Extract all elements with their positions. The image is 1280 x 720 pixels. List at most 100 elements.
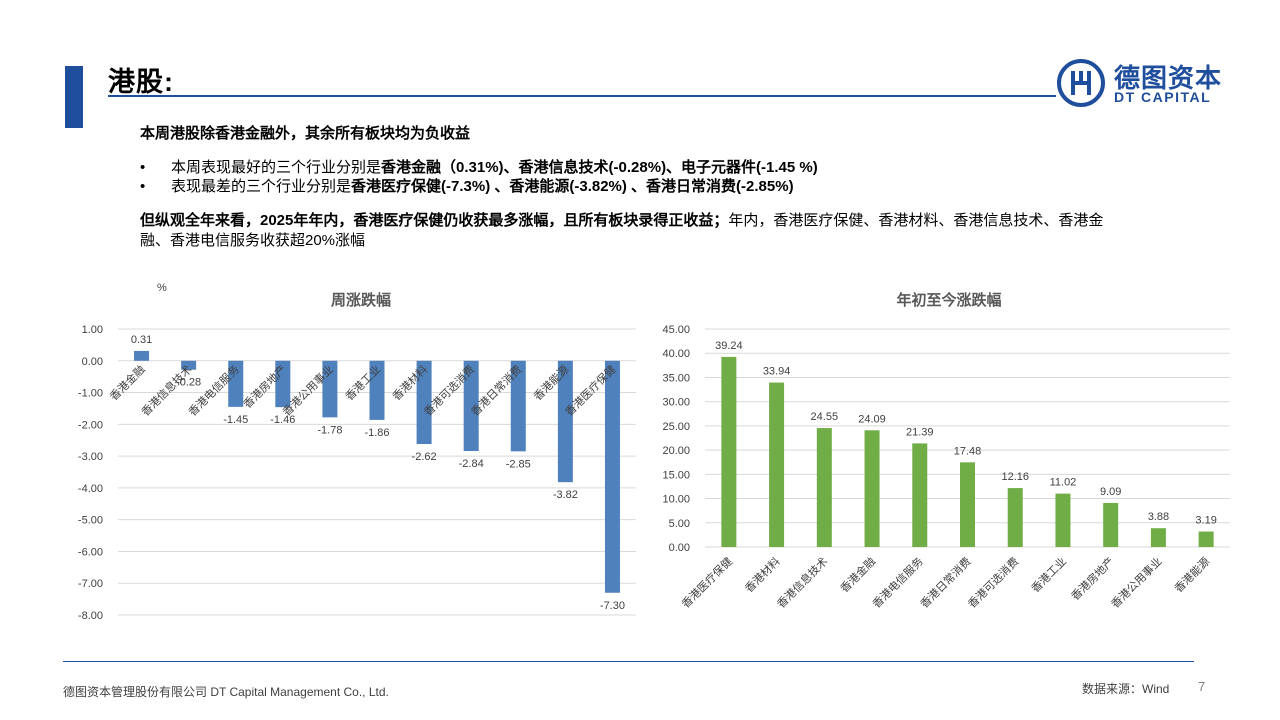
data-label: 21.39: [906, 426, 934, 438]
bar: [463, 360, 479, 452]
bullet-emphasis: 香港金融（0.31%)、香港信息技术(-0.28%)、电子元器件(-1.45 %…: [381, 159, 818, 176]
paragraph-text: 年内，香港医疗保健、香港材料、香港信息技术、香港金融、香港电信服务收获超20%涨…: [140, 212, 1104, 249]
bar: [1055, 493, 1071, 547]
data-label: 24.09: [858, 413, 886, 425]
y-tick-label: -5.00: [78, 515, 103, 527]
summary-paragraph: 但纵观全年来看，2025年年内，香港医疗保健仍收获最多涨幅，且所有板块录得正收益…: [140, 211, 1120, 251]
y-tick-label: 30.00: [662, 397, 690, 409]
y-tick-label: 10.00: [662, 494, 690, 506]
y-axis-unit: %: [157, 282, 167, 294]
bullet-emphasis: 香港医疗保健(-7.3%) 、香港能源(-3.82%) 、香港日常消费(-2.8…: [351, 178, 794, 195]
data-label: -3.82: [553, 489, 578, 501]
data-label: -2.85: [506, 458, 531, 470]
data-label: 39.24: [715, 340, 743, 352]
y-tick-label: 15.00: [662, 469, 690, 481]
category-label: 香港能源: [1171, 554, 1212, 595]
bar: [228, 360, 244, 407]
bullet-item: • 表现最差的三个行业分别是香港医疗保健(-7.3%) 、香港能源(-3.82%…: [140, 177, 1120, 196]
summary-bullets: • 本周表现最好的三个行业分别是香港金融（0.31%)、香港信息技术(-0.28…: [140, 158, 1120, 196]
data-label: -2.84: [459, 458, 484, 470]
y-tick-label: 0.00: [669, 542, 690, 554]
bar: [416, 360, 432, 445]
bar: [604, 360, 620, 593]
bar: [557, 360, 573, 483]
y-tick-label: 35.00: [662, 372, 690, 384]
y-tick-label: -4.00: [78, 483, 103, 495]
bar: [912, 443, 928, 547]
category-label: 香港医疗保健: [678, 554, 735, 611]
bar: [721, 356, 737, 547]
bullet-prefix: 本周表现最好的三个行业分别是: [171, 159, 382, 176]
data-label: -0.28: [176, 377, 201, 389]
y-tick-label: -1.00: [78, 388, 103, 400]
y-tick-label: -6.00: [78, 546, 103, 558]
logo-text-cn: 德图资本: [1114, 63, 1223, 93]
y-tick-label: 5.00: [669, 518, 690, 530]
page-title: 港股:: [108, 67, 174, 97]
y-tick-label: 25.00: [662, 421, 690, 433]
company-logo: 德图资本 DT CAPITAL: [1056, 58, 1226, 108]
bar: [1103, 502, 1119, 547]
dt-logo-icon: [1057, 59, 1105, 107]
data-label: 0.31: [131, 334, 152, 346]
bar: [816, 428, 832, 547]
title-accent-bar: [65, 66, 83, 128]
category-label: 香港可选消费: [965, 554, 1022, 611]
category-label: 香港金融: [107, 362, 148, 403]
data-label: -2.62: [412, 451, 437, 463]
paragraph-emphasis: 但纵观全年来看，2025年年内，香港医疗保健仍收获最多涨幅，且所有板块录得正收益…: [140, 212, 729, 229]
data-label: 24.55: [811, 411, 839, 423]
bar: [769, 382, 785, 547]
bullet-dot: •: [140, 178, 146, 195]
category-label: 香港材料: [742, 554, 783, 595]
data-label: 3.19: [1195, 515, 1216, 527]
y-tick-label: -8.00: [78, 610, 103, 622]
chart-title: 年初至今涨跌幅: [896, 291, 1001, 309]
logo-text-en: DT CAPITAL: [1114, 89, 1212, 105]
bar: [134, 350, 150, 361]
category-label: 香港信息技术: [774, 554, 831, 611]
data-label: -1.86: [364, 427, 389, 439]
y-tick-label: 40.00: [662, 348, 690, 360]
summary-section: 本周港股除香港金融外，其余所有板块均为负收益 • 本周表现最好的三个行业分别是香…: [140, 124, 1120, 251]
bar: [275, 360, 291, 408]
title-divider: [108, 95, 1056, 97]
data-label: -7.30: [600, 600, 625, 612]
data-label: 17.48: [954, 445, 982, 457]
bullet-dot: •: [140, 159, 146, 176]
bar: [322, 360, 338, 418]
y-tick-label: 20.00: [662, 445, 690, 457]
y-tick-label: 45.00: [662, 324, 690, 336]
category-label: 香港公用事业: [1109, 555, 1165, 611]
data-label: 9.09: [1100, 486, 1121, 498]
bar: [1198, 531, 1214, 547]
data-label: -1.46: [270, 414, 295, 426]
ytd-change-chart-svg: 年初至今涨跌幅 45.00 40.00 35.00 30.00 25.00 20.00 15.…: [662, 291, 1230, 611]
bar: [864, 430, 880, 547]
bullet-prefix: 表现最差的三个行业分别是: [171, 178, 352, 195]
data-label: -1.45: [223, 414, 248, 426]
data-label: -1.78: [317, 424, 342, 436]
y-tick-label: 0.00: [82, 356, 103, 368]
bar: [510, 360, 526, 452]
weekly-change-chart: 周涨跌幅% 1.00 0.00 -1.00 -2.00 -3.00 -4.00 -5.00 -6…: [60, 278, 650, 628]
data-label: 12.16: [1001, 471, 1029, 483]
weekly-change-chart-svg: 周涨跌幅% 1.00 0.00 -1.00 -2.00 -3.00 -4.00 -5.00 -6…: [78, 282, 636, 622]
y-tick-label: -3.00: [78, 451, 103, 463]
footer-divider: [63, 661, 1194, 662]
bar: [369, 360, 385, 420]
category-label: 香港房地产: [1068, 554, 1117, 603]
summary-headline: 本周港股除香港金融外，其余所有板块均为负收益: [140, 125, 471, 142]
footer-company: 德图资本管理股份有限公司 DT Capital Management Co., …: [63, 685, 389, 699]
category-label: 香港金融: [837, 554, 878, 595]
data-label: 3.88: [1148, 511, 1169, 523]
y-tick-label: -2.00: [78, 419, 103, 431]
bar: [1007, 488, 1023, 547]
y-tick-label: -7.00: [78, 578, 103, 590]
data-label: 11.02: [1050, 477, 1077, 489]
bar: [181, 360, 197, 370]
ytd-change-chart: 年初至今涨跌幅 45.00 40.00 35.00 30.00 25.00 20.00 15.…: [655, 278, 1240, 643]
chart-title: 周涨跌幅: [331, 291, 391, 309]
bullet-item: • 本周表现最好的三个行业分别是香港金融（0.31%)、香港信息技术(-0.28…: [140, 158, 1120, 177]
data-source: 数据来源：Wind: [1082, 682, 1170, 696]
